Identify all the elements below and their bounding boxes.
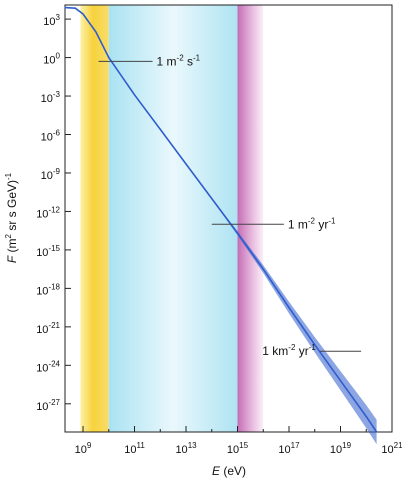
flux-point [375,431,378,433]
plot-frame [64,4,393,433]
flux-point [82,13,84,15]
band-yellow [80,5,109,432]
flux-line [64,6,378,433]
x-tick-label: 1011 [124,441,145,456]
y-tick-label: 10-15 [36,244,60,259]
y-tick-label: 10-12 [36,205,60,220]
flux-point [288,307,290,309]
flux-point [236,232,239,234]
flux-point [262,268,264,270]
band-cyan [108,5,238,432]
x-tick-label: 1015 [227,441,249,456]
y-axis-title: F (m2 sr s GeV)-1 [4,172,19,263]
flux-point [185,163,187,165]
x-tick-label: 1017 [278,441,300,456]
y-axis-ticks: 103 100 10-3 10-6 10-9 10-12 10-15 10-18 10-21 10… [36,13,71,413]
x-tick-label: 109 [75,441,92,456]
y-tick-label: 10-21 [36,321,60,336]
flux-point [314,344,316,346]
y-tick-label: 10-6 [41,129,61,144]
y-tick-label: 10-24 [36,359,60,374]
annotation-label: 1 km-2 yr-1 [262,343,316,358]
y-tick-label: 10-27 [36,398,60,413]
y-tick-label: 10-18 [36,282,60,297]
energy-bands [80,5,264,432]
flux-point [74,7,76,9]
x-tick-label: 1019 [330,441,352,456]
flux-point [108,56,110,59]
flux-point [339,380,342,382]
x-tick-label: 1021 [381,441,402,456]
y-tick-label: 100 [43,52,60,67]
flux-point [64,6,66,9]
flux-point [133,94,136,96]
annotation-3: 1 km-2 yr-1 [262,343,362,358]
y-tick-label: 103 [43,13,60,28]
y-tick-label: 10-3 [41,90,61,105]
annotation-1: 1 m-2 s-1 [98,53,201,68]
annotations: 1 m-2 s-1 1 m-2 yr-1 1 km-2 yr-1 [98,53,362,358]
flux-series [64,6,378,445]
flux-point [365,416,367,418]
annotation-label: 1 m-2 yr-1 [288,216,336,231]
annotation-2: 1 m-2 yr-1 [211,216,336,231]
x-tick-label: 1013 [175,441,197,456]
x-axis-ticks: 109 1011 1013 1015 1017 1019 1021 [75,426,402,456]
flux-point [95,31,97,33]
y-tick-label: 10-9 [41,167,61,182]
flux-point [159,128,161,130]
band-magenta [237,5,264,432]
flux-point [211,198,213,200]
x-axis-title: E (eV) [212,464,246,478]
annotation-label: 1 m-2 s-1 [157,53,201,68]
